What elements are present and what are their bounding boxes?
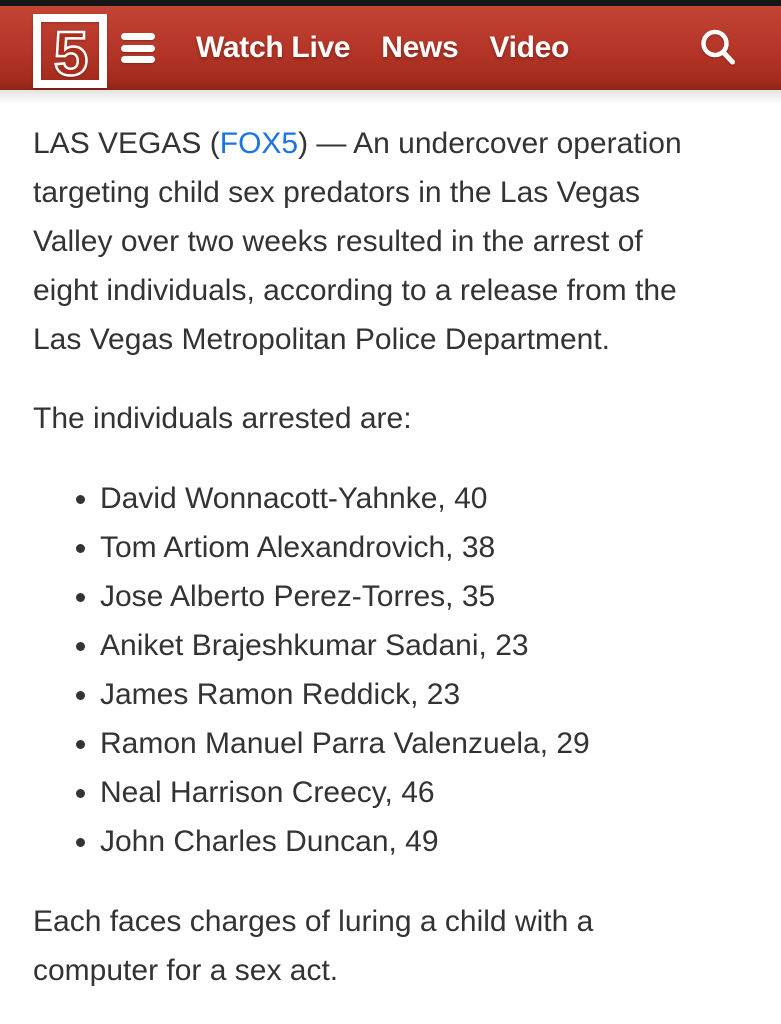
list-item: John Charles Duncan, 49 bbox=[100, 817, 713, 866]
top-black-strip bbox=[0, 0, 781, 6]
hamburger-icon bbox=[121, 33, 155, 40]
arrested-list: David Wonnacott-Yahnke, 40 Tom Artiom Al… bbox=[33, 474, 713, 866]
nav-news[interactable]: News bbox=[381, 31, 459, 64]
list-intro-paragraph: The individuals arrested are: bbox=[33, 402, 412, 435]
nav-watch-live[interactable]: Watch Live bbox=[196, 31, 351, 64]
list-item: James Ramon Reddick, 23 bbox=[100, 670, 713, 719]
fox5-source-link[interactable]: FOX5 bbox=[219, 127, 299, 160]
article-body: LAS VEGAS (FOX5) — An undercover operati… bbox=[0, 119, 781, 995]
list-item: Jose Alberto Perez-Torres, 35 bbox=[100, 572, 713, 621]
search-icon bbox=[701, 29, 735, 65]
nav-video[interactable]: Video bbox=[489, 31, 570, 64]
intro-paragraph: LAS VEGAS (FOX5) — An undercover operati… bbox=[33, 119, 713, 364]
main-nav: Watch Live News Video bbox=[196, 6, 569, 90]
fox5-logo-icon: 5 bbox=[33, 14, 107, 88]
intro-text-prefix: LAS VEGAS ( bbox=[33, 127, 220, 160]
list-item: Aniket Brajeshkumar Sadani, 23 bbox=[100, 621, 713, 670]
site-header: 5 Watch Live News Video bbox=[0, 6, 781, 104]
list-item: Tom Artiom Alexandrovich, 38 bbox=[100, 523, 713, 572]
intro-text-suffix: ) — An undercover operation targeting ch… bbox=[33, 127, 682, 356]
list-item: Neal Harrison Creecy, 46 bbox=[100, 768, 713, 817]
closing-paragraph: Each faces charges of luring a child wit… bbox=[33, 905, 594, 987]
fox5-logo[interactable]: 5 bbox=[33, 14, 107, 88]
search-button[interactable] bbox=[697, 27, 739, 69]
hamburger-menu-button[interactable] bbox=[121, 33, 155, 63]
logo-number: 5 bbox=[54, 20, 88, 88]
list-item: Ramon Manuel Parra Valenzuela, 29 bbox=[100, 719, 713, 768]
list-item: David Wonnacott-Yahnke, 40 bbox=[100, 474, 713, 523]
